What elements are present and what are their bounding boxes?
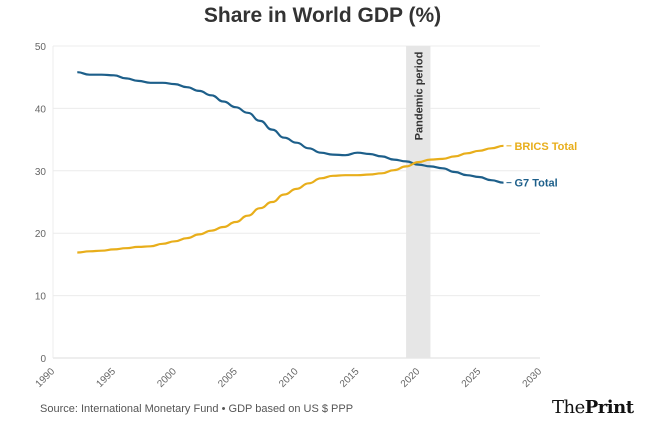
series-label-brics-total: BRICS Total [514,141,577,153]
x-tick-label: 2015 [338,366,362,390]
source-note: Source: International Monetary Fund • GD… [40,403,354,415]
pandemic-label: Pandemic period [413,52,425,141]
x-tick-label: 2030 [521,366,545,390]
x-tick-label: 2010 [277,366,301,390]
logo-print: Print [584,397,634,418]
pandemic-band: Pandemic period [406,46,431,358]
chart-title: Share in World GDP (%) [203,4,442,27]
theprint-logo: ThePrint [552,397,634,418]
x-tick-label: 1990 [34,366,58,390]
series-line-brics-total [77,144,504,254]
grid-lines [52,45,540,359]
y-tick-label: 50 [35,42,47,53]
y-tick-label: 10 [35,292,47,303]
series-lines [77,71,504,254]
series-line-g7-total [77,71,504,184]
x-tick-label: 1995 [94,366,118,390]
x-tick-label: 2000 [155,366,179,390]
x-tick-label: 2005 [216,366,240,390]
pandemic-band-rect [406,46,431,358]
y-axis: 0 10 20 30 40 50 [35,42,47,365]
y-tick-label: 40 [35,104,47,115]
series-label-g7-total: G7 Total [514,178,557,190]
x-tick-label: 2020 [399,366,423,390]
y-tick-label: 20 [35,229,47,240]
logo-the: The [552,397,585,418]
series-labels: G7 Total BRICS Total [506,141,577,190]
x-axis: 1990 1995 2000 2005 2010 2015 2020 2025 2030 [34,366,545,390]
y-tick-label: 30 [35,167,47,178]
x-tick-label: 2025 [460,366,484,390]
y-tick-label: 0 [40,354,46,365]
